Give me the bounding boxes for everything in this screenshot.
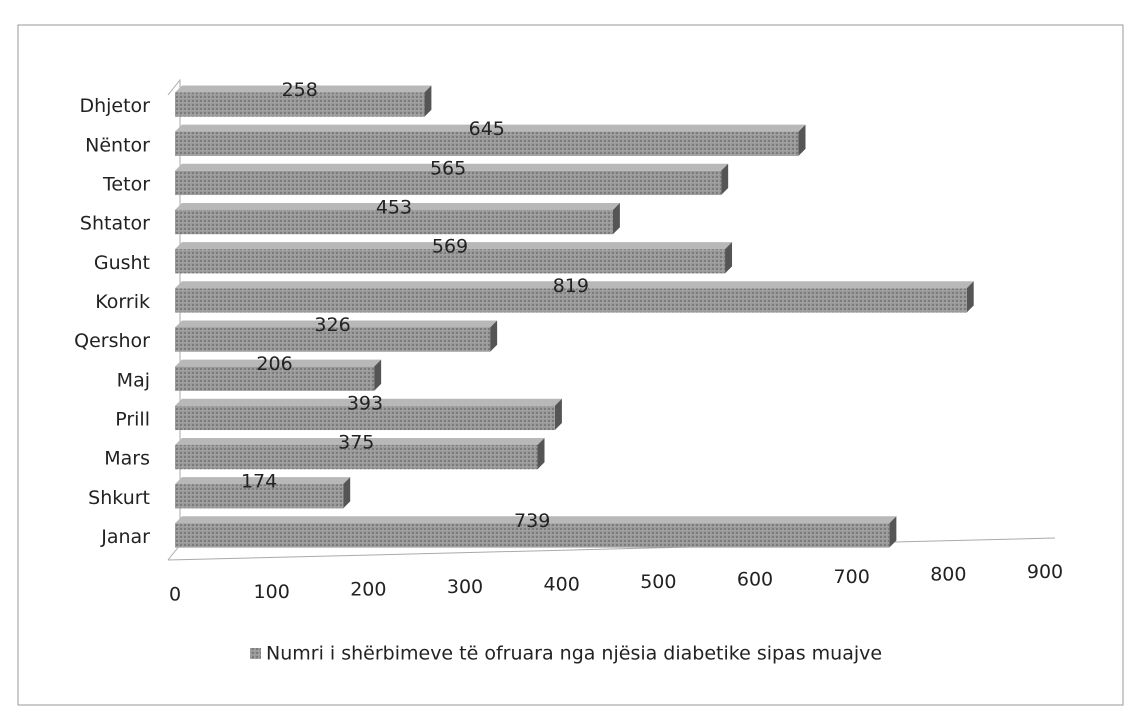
data-label: 174 — [241, 471, 277, 493]
y-tick-label: Gusht — [94, 252, 150, 274]
bar-top — [175, 163, 729, 171]
axis-floor — [167, 537, 1056, 561]
bar-side — [889, 516, 897, 548]
bar-side — [721, 163, 729, 196]
bar — [175, 131, 799, 156]
x-tick-label: 200 — [350, 579, 386, 601]
bar — [175, 444, 538, 470]
y-tick-label: Prill — [115, 408, 150, 430]
data-label: 326 — [314, 314, 350, 336]
y-tick-label: Shkurt — [88, 487, 150, 509]
x-tick-label: 100 — [254, 581, 290, 603]
bar-top — [175, 516, 897, 524]
bar-side — [725, 242, 733, 274]
x-tick-label: 400 — [544, 574, 580, 596]
bar-top — [175, 124, 806, 132]
y-tick-label: Tetor — [102, 173, 150, 195]
data-label: 453 — [376, 196, 412, 218]
y-tick-label: Maj — [117, 369, 150, 391]
data-label: 569 — [432, 236, 468, 258]
y-tick-label: Dhjetor — [79, 95, 150, 117]
bar — [175, 484, 344, 509]
bar — [175, 523, 890, 548]
bar — [175, 366, 375, 391]
data-label: 206 — [256, 353, 292, 375]
bar — [175, 209, 613, 235]
bar-top — [175, 398, 562, 406]
x-tick-label: 900 — [1027, 561, 1063, 583]
bar-side — [490, 320, 498, 352]
bar-top — [175, 320, 498, 328]
data-label: 739 — [514, 510, 550, 532]
x-tick-label: 300 — [447, 576, 483, 598]
bar — [175, 170, 722, 196]
y-tick-label: Qershor — [74, 330, 150, 352]
bar-side — [424, 85, 432, 117]
y-tick-label: Nëntor — [85, 134, 150, 156]
bar-side — [374, 359, 382, 391]
bar-side — [966, 281, 974, 313]
x-tick-label: 600 — [737, 569, 773, 591]
legend-label: Numri i shërbimeve të ofruara nga njësia… — [266, 643, 882, 665]
x-tick-label: 0 — [169, 584, 181, 606]
data-label: 393 — [347, 392, 383, 414]
bar-top — [175, 477, 351, 485]
bar-side — [554, 398, 562, 431]
data-label: 258 — [282, 79, 318, 101]
x-tick-label: 800 — [930, 564, 966, 586]
bar-side — [798, 124, 806, 156]
data-label: 645 — [469, 118, 505, 140]
legend-swatch — [250, 648, 261, 659]
bar — [175, 327, 491, 352]
x-tick-label: 500 — [640, 571, 676, 593]
bar-side — [537, 437, 545, 470]
data-label: 819 — [553, 275, 589, 297]
y-tick-label: Janar — [100, 526, 150, 548]
chart-frame — [17, 24, 1124, 706]
bar-top — [175, 437, 545, 445]
bar-top — [175, 281, 974, 289]
bar-top — [175, 242, 733, 250]
bar — [175, 288, 967, 313]
bar-side — [343, 477, 351, 509]
y-tick-label: Mars — [104, 448, 150, 470]
data-label: 565 — [430, 157, 466, 179]
bar-top — [175, 359, 382, 367]
bar — [175, 249, 726, 274]
x-tick-label: 700 — [834, 566, 870, 588]
bar-side — [612, 202, 620, 235]
bar — [175, 92, 425, 117]
bar-top — [175, 202, 620, 210]
data-label: 375 — [338, 431, 374, 453]
bar-top — [175, 85, 432, 93]
bar — [175, 405, 555, 431]
y-tick-label: Shtator — [80, 213, 150, 235]
y-tick-label: Korrik — [95, 291, 150, 313]
